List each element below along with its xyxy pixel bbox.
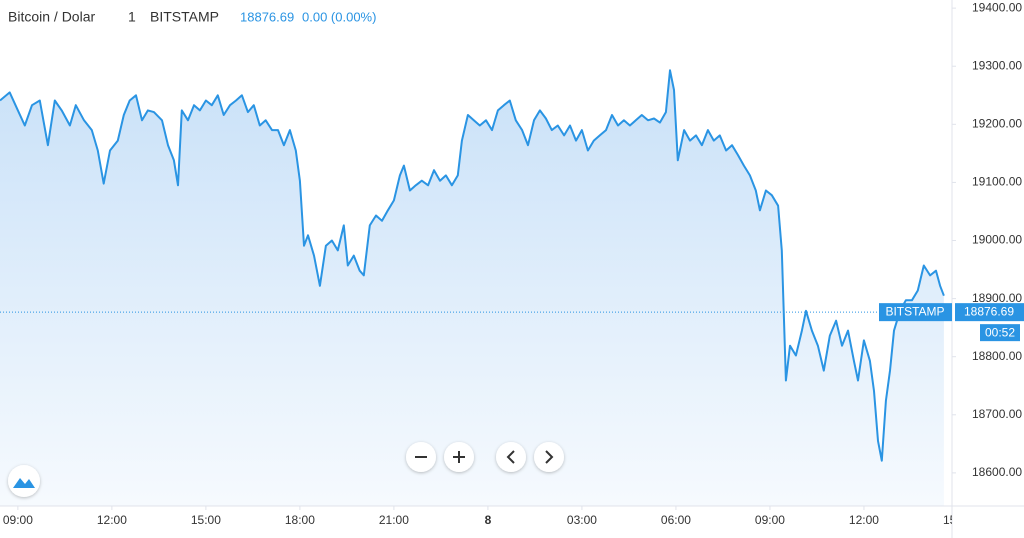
x-tick-label: 18:00 bbox=[285, 513, 315, 527]
y-tick-label: 18900.00 bbox=[972, 291, 1022, 305]
price-tag-bg bbox=[955, 303, 1024, 322]
y-tick-label: 19200.00 bbox=[972, 116, 1022, 130]
x-tick-label: 15:00 bbox=[191, 513, 221, 527]
logo-button[interactable] bbox=[8, 465, 40, 497]
symbol-title: Bitcoin / Dolar bbox=[8, 9, 95, 25]
exchange: BITSTAMP bbox=[150, 9, 219, 25]
y-tick-label: 18600.00 bbox=[972, 465, 1022, 479]
price-line bbox=[0, 69, 945, 462]
y-tick-label: 19400.00 bbox=[972, 0, 1022, 14]
x-tick-label: 09:00 bbox=[3, 513, 33, 527]
interval: 1 bbox=[128, 9, 136, 25]
y-tick-label: 19100.00 bbox=[972, 175, 1022, 189]
x-tick-label: 12:00 bbox=[97, 513, 127, 527]
header-change: 0.00 (0.00%) bbox=[302, 9, 376, 24]
x-tick-label: 8 bbox=[485, 513, 492, 527]
price-tag: 18876.69 bbox=[964, 304, 1014, 318]
y-tick-label: 19000.00 bbox=[972, 233, 1022, 247]
area-fill bbox=[0, 70, 944, 506]
x-tick-label: 09:00 bbox=[755, 513, 785, 527]
plus-icon bbox=[453, 451, 465, 463]
x-tick-label: 06:00 bbox=[661, 513, 691, 527]
y-tick-label: 19300.00 bbox=[972, 58, 1022, 72]
exchange-tag-bg bbox=[879, 303, 952, 322]
chevron-right bbox=[545, 450, 554, 464]
x-tick-label: 03:00 bbox=[567, 513, 597, 527]
exchange-tag: BITSTAMP bbox=[885, 304, 944, 318]
countdown-tag: 00:52 bbox=[985, 325, 1015, 339]
chevron-left bbox=[506, 450, 515, 464]
scroll-left-button[interactable] bbox=[496, 442, 526, 472]
x-tick-label: 15:00 bbox=[943, 513, 973, 527]
y-tick-label: 18700.00 bbox=[972, 407, 1022, 421]
y-tick-label: 18800.00 bbox=[972, 349, 1022, 363]
countdown-tag-bg bbox=[980, 324, 1020, 342]
logo-icon bbox=[13, 478, 35, 488]
x-tick-label: 12:00 bbox=[849, 513, 879, 527]
header-price: 18876.69 bbox=[240, 9, 294, 24]
scroll-right-button[interactable] bbox=[534, 442, 564, 472]
x-tick-label: 21:00 bbox=[379, 513, 409, 527]
